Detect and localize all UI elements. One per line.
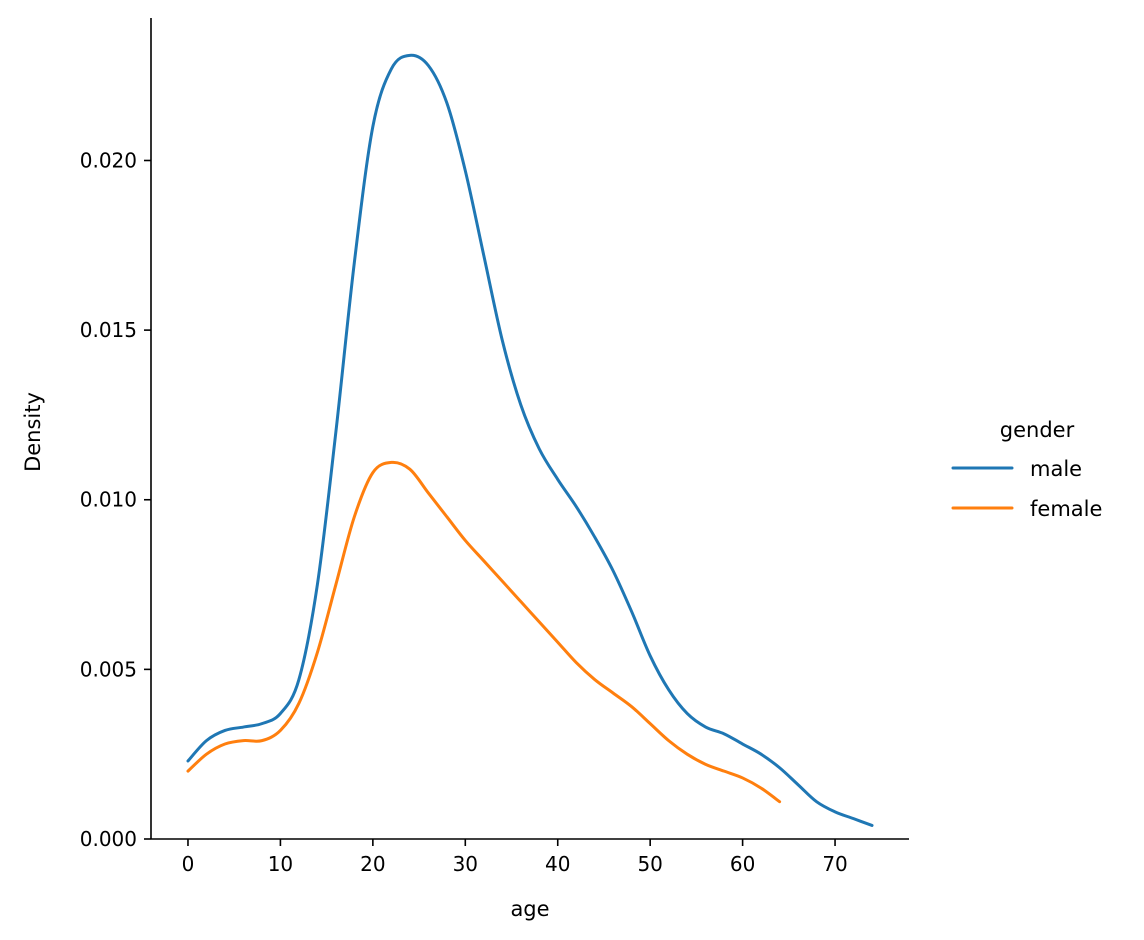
y-tick-label: 0.010: [80, 488, 137, 512]
x-ticks: 0 10 20 30 40 50 60 70: [182, 839, 848, 876]
plot-area: 0 10 20 30 40 50 60 70 0.000 0.005 0.010 0.015 0.02…: [80, 18, 909, 876]
x-tick-label: 50: [637, 852, 662, 876]
y-ticks: 0.000 0.005 0.010 0.015 0.020: [80, 148, 151, 851]
x-tick-label: 20: [360, 852, 385, 876]
legend-label: male: [1030, 457, 1082, 481]
legend-item-male: male: [951, 457, 1082, 481]
y-tick-label: 0.005: [80, 657, 137, 681]
legend-label: female: [1030, 497, 1102, 521]
y-axis-title: Density: [21, 392, 45, 472]
series-layer: [186, 53, 874, 827]
x-tick-label: 10: [268, 852, 293, 876]
x-tick-label: 40: [545, 852, 570, 876]
legend: gender male female: [951, 418, 1102, 521]
y-tick-label: 0.015: [80, 318, 137, 342]
legend-title: gender: [1000, 418, 1075, 442]
legend-item-female: female: [951, 497, 1102, 521]
y-tick-label: 0.000: [80, 827, 137, 851]
x-tick-label: 70: [822, 852, 847, 876]
x-tick-label: 0: [182, 852, 195, 876]
x-tick-label: 60: [730, 852, 755, 876]
series-line-female: [186, 460, 782, 804]
x-axis-title: age: [510, 897, 549, 921]
y-tick-label: 0.020: [80, 148, 137, 172]
series-line-male: [186, 53, 874, 827]
legend-items: male female: [951, 457, 1102, 521]
x-tick-label: 30: [453, 852, 478, 876]
